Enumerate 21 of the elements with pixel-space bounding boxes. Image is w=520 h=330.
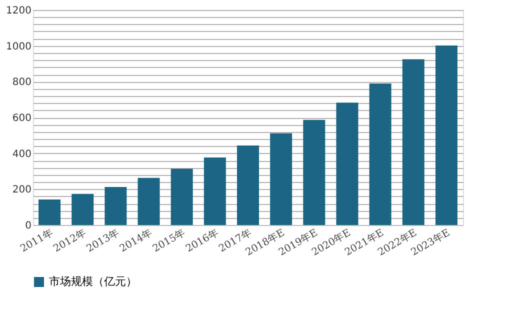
bar <box>170 168 193 225</box>
bar <box>270 133 292 225</box>
bar <box>237 145 259 225</box>
legend-label: 市场规模（亿元） <box>49 275 137 288</box>
bar <box>435 45 458 225</box>
bar <box>369 83 392 225</box>
bar <box>38 200 61 225</box>
bar <box>204 157 226 225</box>
bar <box>72 194 94 225</box>
y-tick-label: 1000 <box>6 41 32 52</box>
y-tick-label: 0 <box>25 220 32 232</box>
bar <box>138 178 160 225</box>
y-tick-label: 600 <box>12 113 32 124</box>
y-tick-label: 400 <box>12 148 32 160</box>
y-tick-label: 800 <box>12 77 32 88</box>
y-tick-label: 1200 <box>6 6 32 16</box>
bar <box>303 120 326 225</box>
bar <box>336 102 358 225</box>
bar <box>104 187 127 225</box>
bar <box>402 59 424 225</box>
y-tick-label: 200 <box>12 184 32 196</box>
